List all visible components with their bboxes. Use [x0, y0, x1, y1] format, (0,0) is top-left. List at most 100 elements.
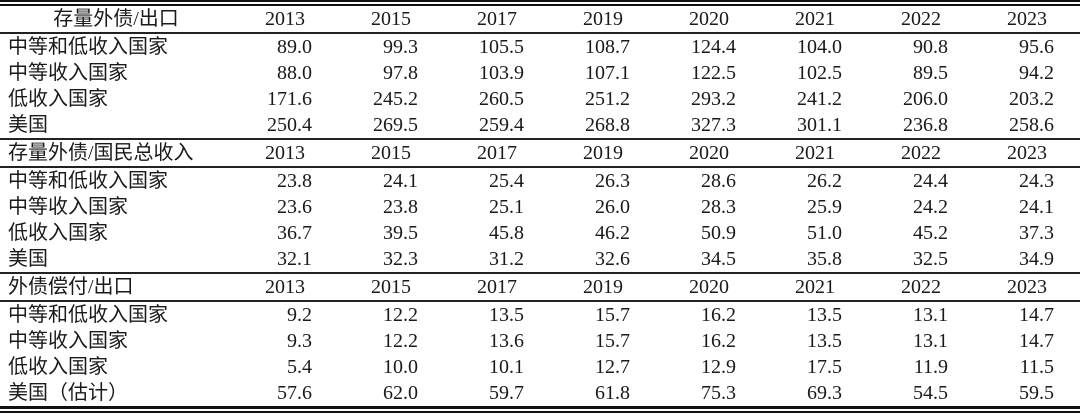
table-row: 中等和低收入国家 23.8 24.1 25.4 26.3 28.6 26.2 24.4 24.3: [0, 167, 1080, 194]
row-label: 中等收入国家: [8, 62, 128, 84]
year-header: 2015: [338, 272, 444, 302]
value-cell: 13.1: [913, 330, 948, 352]
value-cell: 13.5: [807, 304, 842, 326]
value-cell: 51.0: [807, 222, 842, 244]
table-row: 低收入国家 36.7 39.5 45.8 46.2 50.9 51.0 45.2 37.3: [0, 220, 1080, 246]
value-cell: 236.8: [903, 114, 948, 136]
row-label: 低收入国家: [8, 356, 108, 378]
debt-table-body: 存量外债/出口 2013 2015 2017 2019 2020 2021 2022 2023 中…: [0, 5, 1080, 408]
value-cell: 39.5: [383, 222, 418, 244]
value-cell: 24.1: [1019, 196, 1054, 218]
table-row: 低收入国家 5.4 10.0 10.1 12.7 12.9 17.5 11.9 11.5: [0, 354, 1080, 380]
value-cell: 32.1: [277, 248, 312, 270]
value-cell: 13.5: [807, 330, 842, 352]
year-header: 2023: [974, 138, 1080, 168]
section-header-label: 外债偿付/出口: [0, 272, 232, 302]
value-cell: 25.4: [489, 170, 524, 192]
value-cell: 17.5: [807, 356, 842, 378]
value-cell: 59.7: [489, 382, 524, 404]
value-cell: 10.1: [489, 356, 524, 378]
value-cell: 12.9: [701, 356, 736, 378]
value-cell: 102.5: [797, 62, 842, 84]
value-cell: 61.8: [595, 382, 630, 404]
table-row: 中等和低收入国家 9.2 12.2 13.5 15.7 16.2 13.5 13.1 14.7: [0, 301, 1080, 328]
value-cell: 15.7: [595, 304, 630, 326]
year-header: 2019: [550, 5, 656, 34]
section-header-row: 外债偿付/出口 2013 2015 2017 2019 2020 2021 2022 2023: [0, 272, 1080, 302]
value-cell: 24.3: [1019, 170, 1054, 192]
value-cell: 26.0: [595, 196, 630, 218]
value-cell: 293.2: [691, 88, 736, 110]
value-cell: 75.3: [701, 382, 736, 404]
value-cell: 23.8: [277, 170, 312, 192]
value-cell: 32.5: [913, 248, 948, 270]
value-cell: 107.1: [585, 62, 630, 84]
value-cell: 59.5: [1019, 382, 1054, 404]
section-header-label: 存量外债/国民总收入: [0, 138, 232, 168]
value-cell: 13.1: [913, 304, 948, 326]
value-cell: 89.0: [277, 36, 312, 58]
year-header: 2019: [550, 138, 656, 168]
value-cell: 327.3: [691, 114, 736, 136]
value-cell: 50.9: [701, 222, 736, 244]
year-header: 2023: [974, 272, 1080, 302]
value-cell: 97.8: [383, 62, 418, 84]
value-cell: 5.4: [287, 356, 312, 378]
row-label: 中等和低收入国家: [8, 36, 168, 58]
year-header: 2020: [656, 138, 762, 168]
table-row: 中等收入国家 9.3 12.2 13.6 15.7 16.2 13.5 13.1 14.7: [0, 328, 1080, 354]
table-row: 美国 32.1 32.3 31.2 32.6 34.5 35.8 32.5 34.9: [0, 246, 1080, 273]
value-cell: 108.7: [585, 36, 630, 58]
value-cell: 103.9: [479, 62, 524, 84]
year-header: 2022: [868, 272, 974, 302]
value-cell: 13.5: [489, 304, 524, 326]
value-cell: 89.5: [913, 62, 948, 84]
value-cell: 15.7: [595, 330, 630, 352]
table-row: 中等和低收入国家 89.0 99.3 105.5 108.7 124.4 104.0 90.8…: [0, 33, 1080, 60]
value-cell: 46.2: [595, 222, 630, 244]
debt-ratio-table: 存量外债/出口 2013 2015 2017 2019 2020 2021 2022 2023 中…: [0, 4, 1080, 409]
year-header: 2021: [762, 5, 868, 34]
value-cell: 54.5: [913, 382, 948, 404]
value-cell: 37.3: [1019, 222, 1054, 244]
value-cell: 34.5: [701, 248, 736, 270]
value-cell: 88.0: [277, 62, 312, 84]
value-cell: 24.2: [913, 196, 948, 218]
row-label: 中等和低收入国家: [8, 304, 168, 326]
year-header: 2021: [762, 272, 868, 302]
row-label: 美国（估计）: [8, 382, 128, 404]
row-label: 美国: [8, 248, 48, 270]
row-label: 中等和低收入国家: [8, 170, 168, 192]
year-header: 2013: [232, 272, 338, 302]
value-cell: 12.2: [383, 304, 418, 326]
value-cell: 124.4: [691, 36, 736, 58]
value-cell: 24.1: [383, 170, 418, 192]
value-cell: 171.6: [267, 88, 312, 110]
value-cell: 13.6: [489, 330, 524, 352]
value-cell: 203.2: [1009, 88, 1054, 110]
year-header: 2015: [338, 138, 444, 168]
year-header: 2019: [550, 272, 656, 302]
value-cell: 260.5: [479, 88, 524, 110]
year-header: 2022: [868, 5, 974, 34]
value-cell: 45.8: [489, 222, 524, 244]
value-cell: 94.2: [1019, 62, 1054, 84]
value-cell: 12.2: [383, 330, 418, 352]
year-header: 2021: [762, 138, 868, 168]
value-cell: 35.8: [807, 248, 842, 270]
section-header-label: 存量外债/出口: [0, 5, 232, 34]
value-cell: 23.8: [383, 196, 418, 218]
year-header: 2017: [444, 5, 550, 34]
value-cell: 122.5: [691, 62, 736, 84]
value-cell: 95.6: [1019, 36, 1054, 58]
year-header: 2013: [232, 138, 338, 168]
value-cell: 26.2: [807, 170, 842, 192]
value-cell: 26.3: [595, 170, 630, 192]
value-cell: 99.3: [383, 36, 418, 58]
value-cell: 90.8: [913, 36, 948, 58]
value-cell: 23.6: [277, 196, 312, 218]
value-cell: 57.6: [277, 382, 312, 404]
value-cell: 259.4: [479, 114, 524, 136]
value-cell: 34.9: [1019, 248, 1054, 270]
